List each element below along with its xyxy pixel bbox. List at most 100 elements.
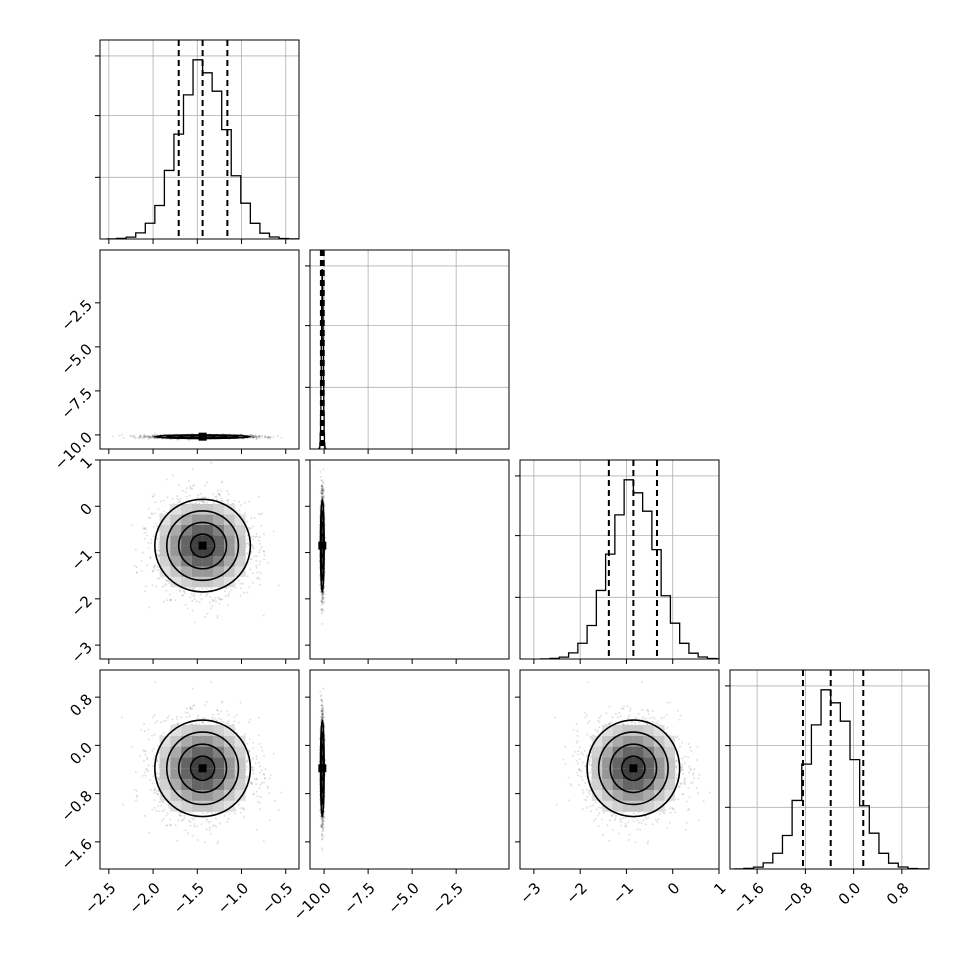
sample-point	[166, 496, 169, 499]
contour-2	[177, 521, 228, 570]
sample-point	[252, 581, 254, 584]
sample-point	[321, 601, 324, 604]
sample-point	[191, 487, 194, 490]
sample-point	[146, 435, 149, 438]
sample-point	[182, 594, 185, 597]
sample-point	[211, 598, 214, 601]
sample-point	[268, 436, 271, 439]
density-cell	[181, 514, 192, 525]
sample-point	[321, 622, 324, 625]
sample-point	[155, 549, 158, 552]
sample-point	[169, 599, 172, 602]
sample-point	[252, 435, 255, 438]
sample-point	[192, 594, 195, 596]
sample-point	[253, 435, 256, 437]
sample-point	[200, 598, 203, 601]
sample-point	[280, 436, 283, 439]
density-peak	[198, 432, 207, 441]
sample-point	[218, 493, 221, 496]
sample-point	[263, 436, 266, 439]
sample-point	[148, 435, 150, 438]
density-cell	[213, 436, 225, 438]
sample-point	[227, 499, 230, 502]
sample-point	[212, 493, 214, 496]
sample-point	[147, 507, 150, 510]
sample-point	[151, 570, 154, 573]
sample-point	[193, 592, 196, 594]
sample-point	[154, 564, 157, 567]
sample-point	[255, 436, 258, 438]
sample-point	[211, 600, 214, 603]
sample-point	[199, 593, 202, 596]
sample-point	[186, 607, 189, 610]
sample-point	[251, 434, 254, 437]
density-cell	[159, 535, 171, 546]
sample-point	[205, 594, 208, 597]
sample-point	[158, 577, 161, 580]
sample-point	[320, 489, 323, 492]
sample-point	[215, 495, 218, 498]
panel-frame	[99, 39, 300, 240]
sample-point	[250, 434, 253, 437]
sample-point	[151, 584, 154, 587]
sample-point	[239, 587, 242, 590]
sample-point	[189, 501, 192, 504]
density-cell	[170, 545, 182, 557]
sample-point	[141, 551, 144, 554]
sample-point	[262, 614, 265, 617]
sample-point	[154, 437, 157, 440]
sample-point	[255, 559, 258, 562]
density-cell	[234, 535, 246, 546]
density-cell	[181, 436, 192, 437]
sample-point	[148, 436, 151, 439]
sample-point	[255, 437, 258, 440]
sample-point	[148, 436, 151, 439]
density-cell	[224, 514, 235, 525]
sample-point	[260, 546, 263, 549]
sample-point	[320, 496, 323, 499]
sample-point	[144, 526, 147, 529]
sample-point	[156, 569, 159, 572]
sample-point	[142, 435, 145, 438]
sample-point	[174, 599, 177, 602]
sample-point	[142, 527, 145, 530]
sample-point	[233, 499, 236, 502]
density-cell	[224, 503, 235, 515]
sample-point	[189, 487, 192, 490]
sample-point	[210, 461, 213, 464]
sample-point	[246, 520, 249, 523]
sample-point	[252, 436, 255, 439]
sample-point	[218, 493, 221, 496]
sample-point	[220, 598, 223, 601]
sample-point	[304, 566, 306, 568]
sample-point	[206, 593, 209, 596]
sample-point	[176, 495, 179, 498]
sample-point	[153, 568, 156, 571]
density-cell	[181, 503, 192, 515]
sample-point	[239, 433, 242, 436]
sample-point	[177, 501, 180, 504]
sample-point	[252, 537, 255, 540]
sample-point	[268, 436, 271, 438]
sample-point	[263, 554, 266, 557]
sample-point	[321, 493, 324, 496]
density-cell	[159, 524, 171, 536]
sample-point	[184, 603, 187, 606]
density-cell	[181, 524, 192, 536]
density-cell	[234, 556, 246, 567]
sample-point	[250, 527, 252, 530]
joint-panel-1-2	[309, 459, 510, 660]
marginal-panel-3	[725, 669, 930, 870]
sample-point	[183, 592, 186, 594]
sample-point	[227, 595, 230, 598]
sample-point	[251, 545, 253, 548]
sample-point	[147, 541, 150, 544]
sample-point	[258, 434, 261, 437]
sample-point	[251, 435, 254, 438]
density-cell	[213, 576, 225, 588]
sample-point	[277, 435, 279, 437]
sample-point	[151, 435, 154, 438]
sample-point	[221, 598, 223, 600]
sample-point	[252, 547, 255, 550]
sample-point	[258, 551, 261, 554]
